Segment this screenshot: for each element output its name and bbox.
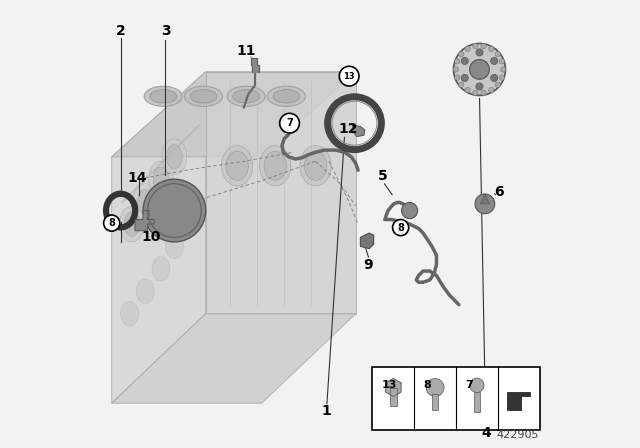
Polygon shape: [112, 72, 206, 403]
Ellipse shape: [133, 184, 157, 220]
Polygon shape: [351, 125, 365, 137]
Ellipse shape: [152, 256, 170, 281]
Circle shape: [495, 82, 500, 87]
Circle shape: [401, 202, 418, 219]
Polygon shape: [112, 72, 356, 157]
Ellipse shape: [305, 151, 326, 180]
Circle shape: [475, 194, 495, 214]
Text: 8: 8: [423, 380, 431, 390]
Circle shape: [392, 220, 409, 236]
Text: 13: 13: [343, 72, 355, 81]
Ellipse shape: [153, 167, 169, 192]
Text: 6: 6: [494, 185, 504, 199]
Circle shape: [495, 52, 500, 57]
Bar: [372, 367, 540, 430]
Text: 5: 5: [378, 168, 388, 183]
Circle shape: [459, 82, 464, 87]
Circle shape: [465, 87, 470, 93]
Text: 4: 4: [481, 426, 491, 440]
Text: 14: 14: [128, 171, 147, 185]
Circle shape: [453, 67, 458, 72]
Circle shape: [143, 179, 206, 242]
Polygon shape: [112, 314, 356, 403]
Ellipse shape: [184, 86, 223, 107]
Text: 13: 13: [381, 380, 397, 390]
Text: 7: 7: [465, 380, 473, 390]
Ellipse shape: [226, 151, 248, 180]
Circle shape: [481, 90, 486, 95]
Circle shape: [473, 43, 478, 49]
Circle shape: [470, 60, 490, 79]
Ellipse shape: [150, 90, 177, 103]
Circle shape: [499, 59, 504, 64]
Ellipse shape: [138, 189, 153, 214]
Polygon shape: [508, 392, 530, 410]
Circle shape: [499, 75, 504, 80]
Ellipse shape: [120, 206, 144, 242]
Text: 8: 8: [108, 218, 115, 228]
Text: 1: 1: [322, 404, 332, 418]
Text: 10: 10: [141, 229, 161, 244]
Circle shape: [491, 57, 498, 65]
Circle shape: [481, 43, 486, 49]
Polygon shape: [251, 58, 259, 72]
Ellipse shape: [165, 234, 184, 259]
Ellipse shape: [136, 279, 154, 304]
Polygon shape: [135, 211, 154, 231]
Circle shape: [104, 215, 120, 231]
Text: 12: 12: [339, 122, 358, 136]
Circle shape: [426, 379, 444, 396]
Circle shape: [476, 49, 483, 56]
Ellipse shape: [166, 145, 182, 169]
Text: 7: 7: [286, 118, 293, 128]
Circle shape: [339, 66, 359, 86]
Ellipse shape: [144, 86, 182, 107]
Polygon shape: [432, 394, 438, 410]
Ellipse shape: [121, 302, 139, 326]
Ellipse shape: [233, 90, 260, 103]
Ellipse shape: [148, 161, 173, 197]
Circle shape: [280, 113, 300, 133]
Ellipse shape: [162, 139, 187, 175]
Polygon shape: [206, 72, 356, 314]
Text: 8: 8: [397, 223, 404, 233]
Circle shape: [470, 378, 484, 392]
Ellipse shape: [268, 86, 305, 107]
Ellipse shape: [300, 146, 332, 186]
Circle shape: [461, 57, 468, 65]
Text: 2: 2: [116, 24, 125, 39]
Circle shape: [465, 46, 470, 52]
Circle shape: [473, 90, 478, 95]
Circle shape: [476, 83, 483, 90]
Polygon shape: [474, 392, 479, 412]
Circle shape: [500, 67, 506, 72]
Ellipse shape: [260, 146, 291, 186]
Ellipse shape: [190, 90, 217, 103]
Text: 9: 9: [363, 258, 372, 272]
Circle shape: [489, 46, 494, 52]
Ellipse shape: [221, 146, 253, 186]
Circle shape: [454, 59, 460, 64]
Circle shape: [454, 43, 506, 95]
Text: 3: 3: [161, 24, 170, 39]
Ellipse shape: [273, 90, 300, 103]
Circle shape: [454, 75, 460, 80]
Circle shape: [489, 87, 494, 93]
Ellipse shape: [124, 212, 140, 237]
Circle shape: [491, 74, 498, 82]
Ellipse shape: [227, 86, 265, 107]
Polygon shape: [360, 233, 374, 249]
Circle shape: [461, 74, 468, 82]
Circle shape: [459, 52, 464, 57]
Polygon shape: [385, 379, 401, 396]
Text: 422905: 422905: [496, 430, 539, 440]
Polygon shape: [390, 388, 397, 406]
Ellipse shape: [264, 151, 287, 180]
Text: 11: 11: [236, 43, 256, 58]
Polygon shape: [481, 194, 490, 204]
